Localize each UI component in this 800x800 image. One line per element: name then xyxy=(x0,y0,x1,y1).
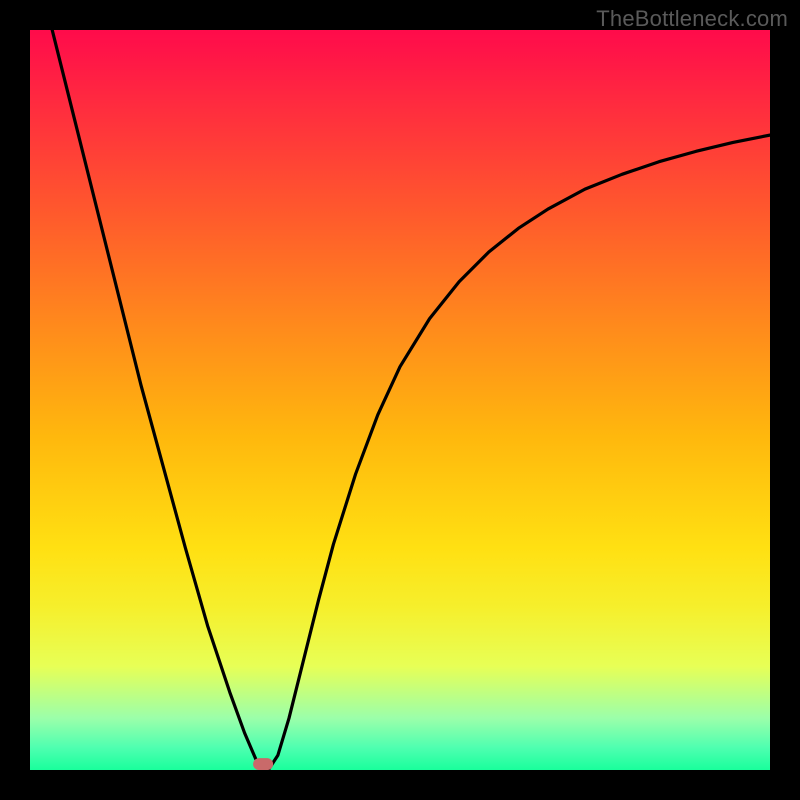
chart-outer: TheBottleneck.com xyxy=(0,0,800,800)
min-marker xyxy=(253,758,273,770)
curve-layer xyxy=(30,30,770,770)
bottleneck-curve xyxy=(52,30,770,770)
plot-area xyxy=(30,30,770,770)
watermark-text: TheBottleneck.com xyxy=(596,6,788,32)
